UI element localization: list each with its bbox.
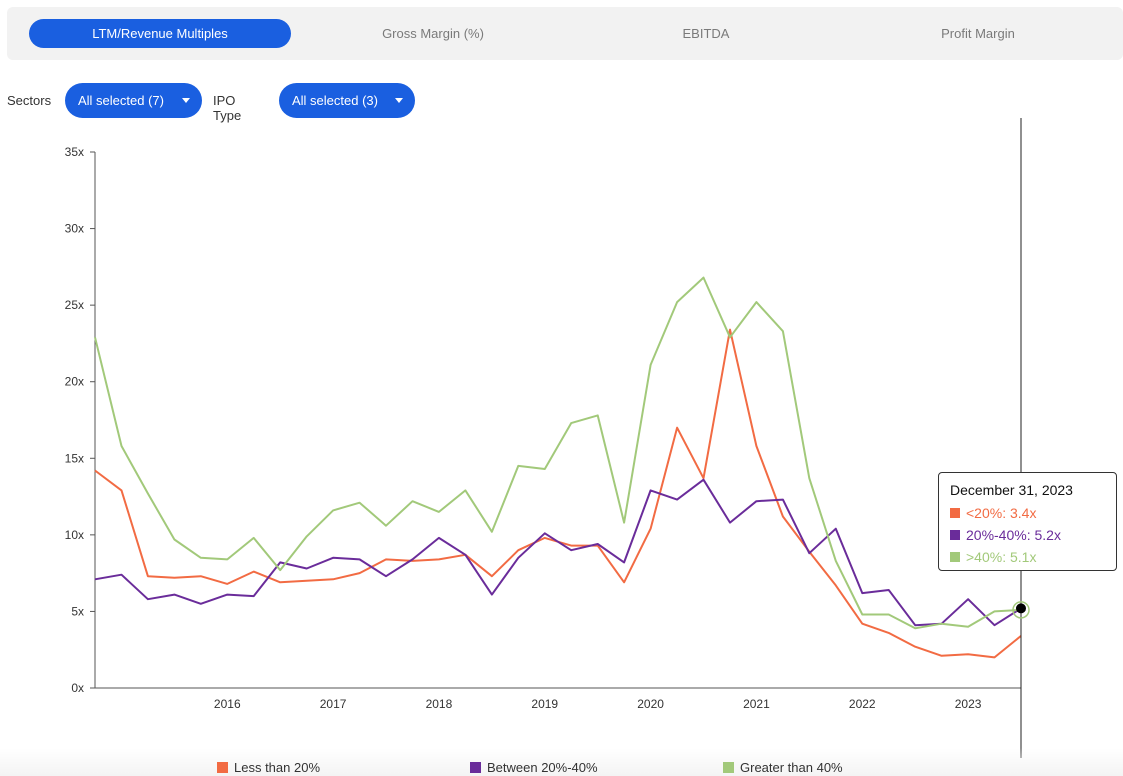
tab-gross-margin[interactable]: Gross Margin (%) <box>382 26 484 41</box>
legend-swatch <box>470 762 481 773</box>
y-tick-label: 20x <box>65 375 84 389</box>
tooltip-row-text: 20%-40%: 5.2x <box>966 527 1061 543</box>
bottom-fade <box>0 748 1123 776</box>
legend-swatch <box>217 762 228 773</box>
legend-label: Greater than 40% <box>740 760 843 775</box>
x-tick-label: 2020 <box>637 697 664 711</box>
caret-down-icon <box>182 98 190 103</box>
x-tick-label: 2017 <box>320 697 347 711</box>
hover-marker-layer <box>1012 601 1030 619</box>
y-tick-label: 5x <box>71 604 84 618</box>
y-tick-label: 15x <box>65 451 84 465</box>
tooltip-row-text: >40%: 5.1x <box>966 549 1037 565</box>
legend-label: Between 20%-40% <box>487 760 598 775</box>
tooltip-swatch <box>950 530 960 540</box>
x-tick-label: 2016 <box>214 697 241 711</box>
hover-tooltip: December 31, 2023 <20%: 3.4x 20%-40%: 5.… <box>938 472 1117 571</box>
y-axis: 0x 5x 10x 15x 20x 25x 30x 35x <box>65 145 96 695</box>
metric-tab-bar: LTM/Revenue Multiples Gross Margin (%) E… <box>7 7 1123 60</box>
legend-label: Less than 20% <box>234 760 321 775</box>
x-tick-label: 2019 <box>531 697 558 711</box>
tooltip-row-text: <20%: 3.4x <box>966 505 1037 521</box>
series-line-0 <box>94 328 1022 659</box>
legend-item-20-40[interactable]: Between 20%-40% <box>470 760 598 775</box>
x-tick-label: 2021 <box>743 697 770 711</box>
series-line-2 <box>94 276 1022 630</box>
ipo-type-label: IPO Type <box>213 93 242 123</box>
x-axis: 2016 2017 2018 2019 2020 2021 2022 2023 <box>95 687 1021 711</box>
series-layer <box>94 276 1022 659</box>
tooltip-row-less-than-20: <20%: 3.4x <box>950 505 1036 521</box>
ipo-type-dropdown-value: All selected (3) <box>292 93 378 108</box>
legend-item-less-than-20[interactable]: Less than 20% <box>217 760 320 775</box>
x-tick-label: 2023 <box>955 697 982 711</box>
tab-profit-margin[interactable]: Profit Margin <box>941 26 1015 41</box>
series-line-1 <box>94 478 1022 627</box>
y-tick-label: 25x <box>65 298 84 312</box>
ipo-type-dropdown[interactable]: All selected (3) <box>279 83 415 118</box>
tooltip-date: December 31, 2023 <box>950 482 1073 498</box>
tooltip-row-greater-than-40: >40%: 5.1x <box>950 549 1036 565</box>
sectors-label: Sectors <box>7 93 52 108</box>
y-tick-label: 0x <box>71 681 84 695</box>
hover-point-dot <box>1016 603 1026 614</box>
x-tick-label: 2018 <box>426 697 453 711</box>
y-tick-label: 35x <box>65 145 84 159</box>
caret-down-icon <box>395 98 403 103</box>
x-tick-label: 2022 <box>849 697 876 711</box>
y-tick-label: 30x <box>65 222 84 236</box>
tooltip-swatch <box>950 508 960 518</box>
legend-item-greater-than-40[interactable]: Greater than 40% <box>723 760 843 775</box>
legend-swatch <box>723 762 734 773</box>
tooltip-row-20-40: 20%-40%: 5.2x <box>950 527 1061 543</box>
tab-ebitda[interactable]: EBITDA <box>682 26 730 41</box>
sectors-dropdown[interactable]: All selected (7) <box>65 83 202 118</box>
sectors-dropdown-value: All selected (7) <box>78 93 164 108</box>
hover-point-ring <box>1012 601 1030 619</box>
chart-legend: Less than 20% Between 20%-40% Greater th… <box>0 760 1123 776</box>
tab-ltm-revenue-multiples[interactable]: LTM/Revenue Multiples <box>29 19 291 48</box>
tooltip-swatch <box>950 552 960 562</box>
y-tick-label: 10x <box>65 528 84 542</box>
